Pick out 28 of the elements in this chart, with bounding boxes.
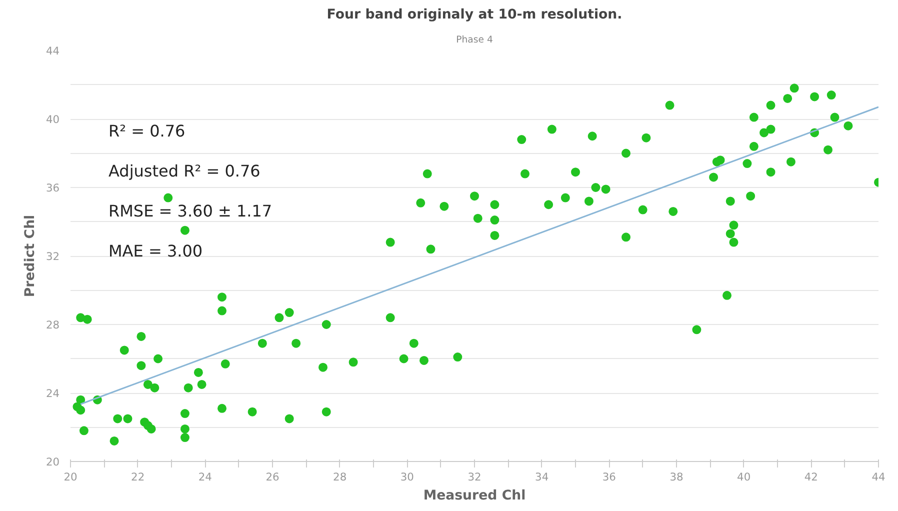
x-tick-label: 24 xyxy=(198,470,212,484)
annotation: Adjusted R² = 0.76 xyxy=(108,162,260,180)
y-tick-label: 32 xyxy=(46,250,60,263)
x-tick-label: 20 xyxy=(64,470,78,484)
x-tick-label: 26 xyxy=(266,470,280,484)
y-tick-label: 36 xyxy=(46,182,60,194)
x-tick-label: 38 xyxy=(670,470,684,484)
x-tick-label: 28 xyxy=(333,470,347,484)
y-tick-label: 44 xyxy=(46,44,60,58)
y-tick-label: 20 xyxy=(46,456,60,468)
y-tick-label: 28 xyxy=(46,318,60,332)
annotation: R² = 0.76 xyxy=(108,122,186,140)
x-tick-label: 42 xyxy=(804,470,818,484)
x-tick-label: 36 xyxy=(602,470,616,484)
chart-subtitle: Phase 4 xyxy=(456,34,493,46)
y-tick-label: 24 xyxy=(46,387,60,400)
annotation: RMSE = 3.60 ± 1.17 xyxy=(108,202,272,220)
y-axis-title: Predict Chl xyxy=(22,214,38,298)
x-tick-label: 22 xyxy=(131,470,145,484)
y-tick-label: 40 xyxy=(46,113,60,126)
x-tick-label: 32 xyxy=(468,470,482,484)
chart-title: Four band originaly at 10-m resolution. xyxy=(326,8,622,22)
annotation: MAE = 3.00 xyxy=(108,242,203,260)
x-tick-label: 34 xyxy=(535,470,549,484)
x-tick-label: 44 xyxy=(872,470,886,484)
x-axis-title: Measured Chl xyxy=(423,488,526,504)
x-tick-label: 40 xyxy=(737,470,751,484)
x-tick-label: 30 xyxy=(400,470,414,484)
